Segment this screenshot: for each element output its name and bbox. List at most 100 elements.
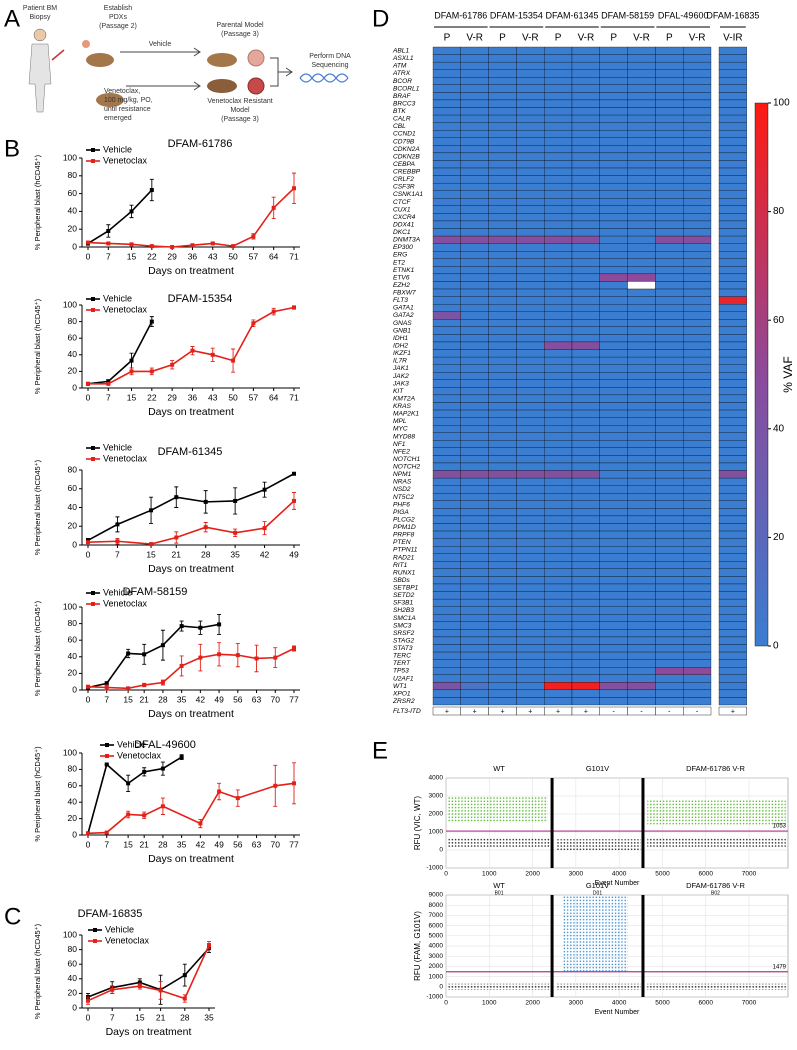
legend-label: Vehicle [103,144,132,154]
heatmap-cell [571,493,600,501]
row-label: CDKN2B [393,153,420,160]
heatmap-cell [655,145,684,154]
x-tick-label: 7 [104,839,109,849]
heatmap-cell [718,137,747,146]
diagram-text: PDXs [109,14,127,21]
heatmap-cell [718,493,747,501]
y-tick-label: 0 [72,829,77,839]
y-tick-label: 7000 [429,912,444,919]
heatmap-cell [460,160,489,169]
heatmap-cell [571,243,600,252]
heatmap-cell [571,523,600,532]
heatmap-cell [460,251,489,259]
heatmap-cell [516,84,545,93]
heatmap-cell [655,379,684,388]
heatmap-cell [683,576,712,585]
heatmap-cell [599,349,628,358]
heatmap-cell [488,281,517,290]
schematic: Patient BM Biopsy Establish PDXs (Passag… [23,5,351,123]
heatmap-cell [655,667,684,675]
heatmap-cell [516,636,545,645]
heatmap-cell [432,61,461,70]
legend-swatch [91,602,95,606]
heatmap-cell [718,130,747,138]
heatmap-cell [655,296,684,305]
row-label: SH2B3 [393,607,414,614]
heatmap-cell [599,319,628,327]
row-label: RIT1 [393,562,408,569]
heatmap-cell [599,198,628,206]
chart-title: DFAM-58159 [123,586,188,598]
heatmap-cell [488,326,517,335]
heatmap-cell [718,258,747,267]
heatmap-cell [460,493,489,501]
heatmap-cell [432,447,461,456]
x-tick-label: 49 [289,549,299,559]
y-tick-label: 80 [68,764,78,774]
droplet-cluster [448,837,550,849]
heatmap-cell [683,379,712,388]
heatmap-cell [627,341,656,350]
row-label: SETBP1 [393,585,419,592]
heatmap-cell [432,387,461,396]
heatmap-cell [655,281,684,290]
heatmap-cell [460,477,489,486]
heatmap-cell [571,205,600,214]
y-tick-label: 20 [68,988,78,998]
data-point [86,381,90,386]
heatmap-cell [516,190,545,199]
heatmap-cell [627,462,656,471]
heatmap-cell [544,220,573,229]
heatmap-cell [516,530,545,539]
heatmap-cell [627,77,656,85]
heatmap-cell [571,614,600,622]
y-tick-label: 0 [72,1002,77,1012]
heatmap-cell [627,689,656,698]
heatmap-cell [544,606,573,615]
heatmap-cell [683,697,712,706]
heatmap-cell [571,356,600,365]
heatmap-cell [544,273,573,282]
heatmap-cell [516,349,545,358]
heatmap-cell [599,493,628,501]
data-point [149,508,154,513]
row-label: JAK3 [392,380,409,387]
heatmap-cell [544,636,573,645]
heatmap-cell [571,84,600,93]
heatmap-cell [599,606,628,615]
heatmap-cell [655,538,684,547]
heatmap-cell [460,523,489,532]
heatmap-cell [432,160,461,169]
heatmap-cell [599,553,628,562]
heatmap-cell [571,220,600,229]
heatmap-cell [571,296,600,305]
heatmap-cell [655,530,684,539]
heatmap-cell [460,561,489,570]
heatmap-cell [516,319,545,327]
heatmap-cell [599,523,628,532]
heatmap-cell [655,220,684,229]
heatmap-cell [571,697,600,706]
heatmap-cell [655,417,684,426]
heatmap-cell [655,326,684,335]
heatmap-cell [432,167,461,176]
heatmap-cell [627,205,656,214]
heatmap-cell [460,281,489,290]
heatmap-cell [432,182,461,191]
heatmap-cell [571,394,600,403]
heatmap-cell [460,485,489,494]
heatmap-cell [460,689,489,698]
heatmap-cell [432,334,461,343]
data-point [271,309,276,314]
heatmap-cell [516,175,545,184]
x-axis-label: Days on treatment [106,1026,192,1038]
x-tick-label: 15 [123,839,133,849]
data-point [262,487,267,492]
row-label: SRSF2 [393,630,415,637]
heatmap-cell [544,674,573,683]
heatmap-cell [432,281,461,290]
heatmap-cell [655,198,684,206]
heatmap-cell [655,160,684,169]
diagram-text: (Passage 3) [221,31,259,38]
heatmap-cell [627,182,656,191]
